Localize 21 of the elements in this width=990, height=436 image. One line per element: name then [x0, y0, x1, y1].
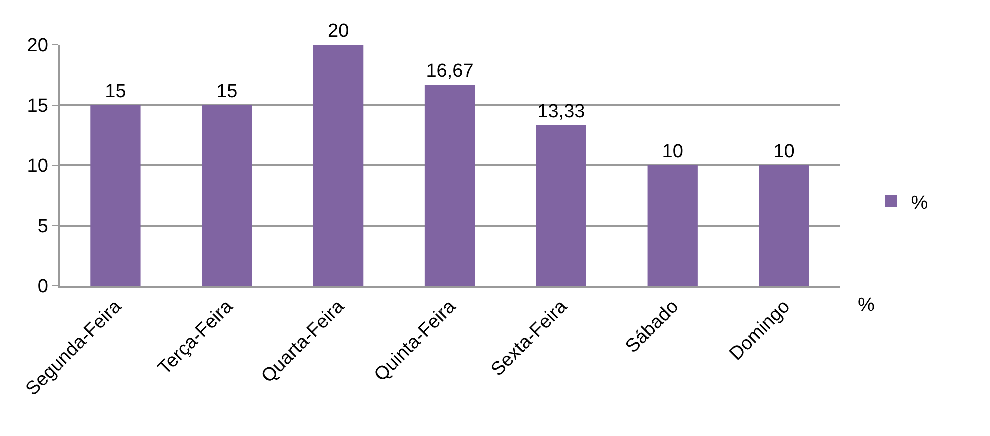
bar	[759, 166, 810, 286]
data-label: 20	[328, 21, 350, 42]
data-label: 10	[662, 142, 684, 162]
text: %	[858, 295, 875, 316]
y-tick-label: 15	[27, 96, 48, 117]
bar	[314, 45, 364, 286]
y-tick-label: 0	[38, 276, 48, 298]
y-tick-label: 20	[27, 36, 48, 57]
data-label: 16,67	[426, 61, 474, 82]
y-tick-label: 10	[27, 156, 48, 178]
bar	[648, 166, 698, 286]
bar	[424, 85, 476, 286]
data-label: 13,33	[538, 101, 586, 122]
data-label: 10	[774, 142, 795, 162]
data-label: 15	[216, 81, 238, 102]
y-tick-label: 5	[38, 216, 48, 238]
legend-label: %	[911, 192, 928, 214]
bar	[202, 105, 252, 286]
bar	[536, 125, 586, 286]
data-label: 15	[105, 81, 126, 102]
bar	[90, 105, 141, 286]
